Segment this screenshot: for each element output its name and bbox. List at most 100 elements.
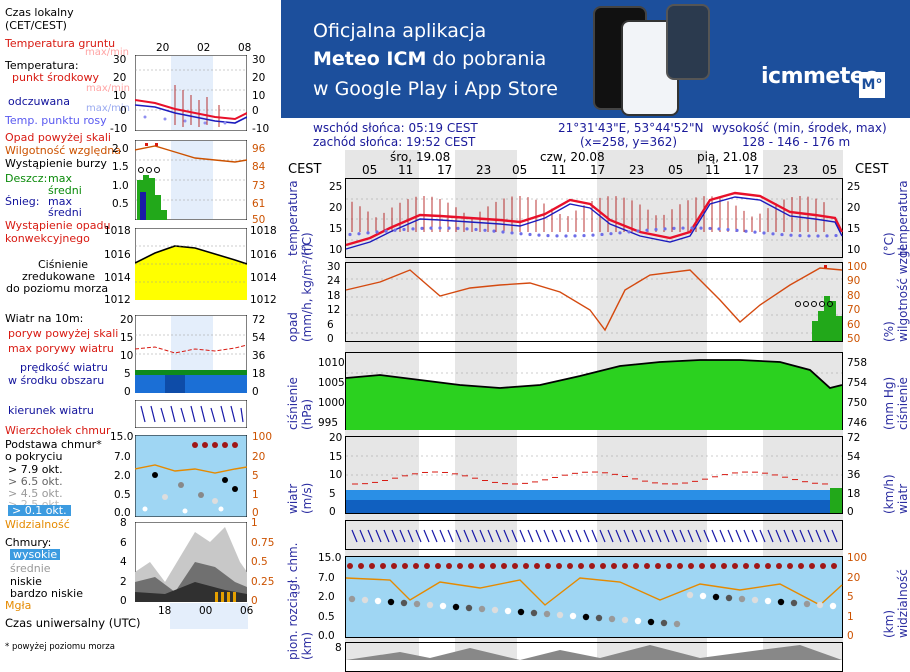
wind-direction-arrow (407, 529, 414, 543)
wind-direction-arrow (471, 529, 478, 543)
icm-badge: M° (859, 72, 885, 98)
mini-hum-tick-61: 61 (252, 198, 266, 210)
axis-tick: 5 (847, 591, 854, 603)
wind-direction-arrow (719, 529, 726, 543)
axis-tick: 15 (329, 450, 343, 463)
dew-point-dot (411, 227, 415, 231)
mini-pressure-chart (135, 228, 247, 300)
banner-brand: Meteo ICM (313, 48, 427, 70)
axis-tick: 1005 (318, 377, 345, 389)
dew-point-dot (834, 233, 838, 238)
app-promo-banner[interactable]: Oficjalna aplikacja Meteo ICM do pobrani… (281, 0, 910, 118)
legend-gust-max: max porywy wiatru (8, 342, 114, 355)
axis-tick: 0 (847, 630, 854, 642)
mini-wind-tick-5: 5 (124, 368, 131, 380)
mini-cloud-rtick-025: 0.25 (251, 576, 275, 588)
wind-direction-arrow (767, 529, 774, 543)
dew-point-dot (546, 234, 550, 238)
axis-tick: 25 (329, 181, 343, 193)
wind-direction-arrow (799, 529, 806, 543)
utc-tick-06: 06 (240, 605, 254, 617)
wind-direction-arrow (727, 529, 734, 543)
storm-marker (819, 301, 825, 307)
legend-visibility: Widzialność (5, 518, 70, 531)
mini-press-rtick-1012: 1012 (250, 294, 277, 306)
cloud-top-dot (490, 563, 496, 569)
wind-direction-arrow (671, 529, 678, 543)
axis-tick: 2.0 (318, 591, 335, 603)
dew-point-dot (501, 230, 505, 234)
axis-tick: 50 (847, 333, 861, 345)
legend-gust-above: poryw powyżej skali (8, 327, 119, 340)
dew-point-dot (465, 227, 469, 231)
wind-label-right: (km/h) wiatr (882, 474, 910, 514)
wind-direction-arrow (575, 529, 582, 543)
mini-cb-tick-7: 7.0 (114, 451, 131, 463)
wind-speed-mid (346, 500, 842, 513)
mini-hum-tick-73: 73 (252, 180, 266, 192)
mini-clouds-chart (135, 522, 247, 602)
axis-tick: 15 (847, 223, 861, 235)
hour-label: 05 (822, 163, 838, 177)
cloud-top-dot (743, 563, 749, 569)
cloud-base-dot (621, 616, 629, 624)
mini-vis-tick-100: 100 (252, 431, 273, 443)
coordinates-text: 21°31'43"E, 53°44'52"N (558, 121, 704, 135)
wind-direction-arrow (527, 529, 534, 543)
cloud-label-right: (km) widzialność (882, 569, 910, 638)
mini-wind-rtick-36: 36 (252, 350, 266, 362)
storm-marker (827, 301, 833, 307)
legend-conv2: konwekcyjnego (5, 232, 90, 245)
wind-direction-arrow (583, 529, 590, 543)
mini-wind-rtick-0: 0 (252, 386, 259, 398)
hour-label: 23 (783, 163, 799, 177)
left-legend: Czas lokalny (CET/CEST) 20 02 08 Tempera… (0, 0, 280, 660)
day-label-2: czw, 20.08 (540, 150, 605, 164)
dew-point-dot (798, 234, 802, 238)
legend-low: niskie (10, 575, 42, 588)
wind-direction-arrow (495, 529, 502, 543)
wind-direction-arrow (479, 529, 486, 543)
tz-right: CEST (855, 162, 889, 177)
dew-point-dot (753, 230, 757, 234)
wind-direction-arrow (511, 529, 518, 543)
utc-tick-18: 18 (158, 605, 172, 617)
legend-wind-speed: prędkość wiatru (20, 361, 108, 374)
cloud-top-dot (600, 563, 606, 569)
wind-direction-arrow (375, 529, 382, 543)
cloud-top-dot (677, 563, 683, 569)
axis-tick: 6 (327, 318, 334, 331)
dew-point-dot (654, 227, 658, 232)
mini-wind-tick-20: 20 (120, 314, 134, 326)
cloud-top-dot (644, 563, 650, 569)
wind-direction-arrow (679, 529, 686, 543)
axis-tick: 54 (847, 450, 861, 463)
cloud-base-dot (361, 596, 369, 604)
axis-tick: 10 (329, 469, 343, 481)
axis-tick: 18 (327, 289, 341, 302)
legend-conv: Wystąpienie opadu (5, 219, 111, 232)
banner-line2: Meteo ICM do pobrania (313, 50, 546, 69)
wind-direction-arrow (735, 529, 742, 543)
wind-direction-arrow (519, 529, 526, 543)
cloud-base-dot (413, 600, 421, 608)
utc-tick-top-2: 02 (197, 42, 211, 54)
cloud-top-dot (380, 563, 386, 569)
dew-point-dot (384, 229, 388, 233)
dew-point-dot (735, 228, 739, 232)
banner-line1: Oficjalna aplikacja (313, 20, 487, 42)
legend-wind-speed2: w środku obszaru (8, 374, 105, 387)
phone-image-3 (666, 4, 710, 80)
wind-direction-arrow (695, 529, 702, 543)
cloud-top-dot (831, 563, 837, 569)
axis-tick: 60 (847, 318, 861, 331)
axis-tick: 750 (847, 397, 868, 409)
wind-direction-arrow (559, 529, 566, 543)
mini-press-tick-1014: 1014 (104, 272, 131, 284)
altitude-label: wysokość (min, środek, max) (712, 121, 887, 135)
cloud-base-dot (777, 598, 785, 606)
dew-point-dot (627, 230, 631, 234)
cloud-top-dot (501, 563, 507, 569)
wind-direction-arrow (791, 529, 798, 543)
dew-point-dot (636, 229, 640, 233)
